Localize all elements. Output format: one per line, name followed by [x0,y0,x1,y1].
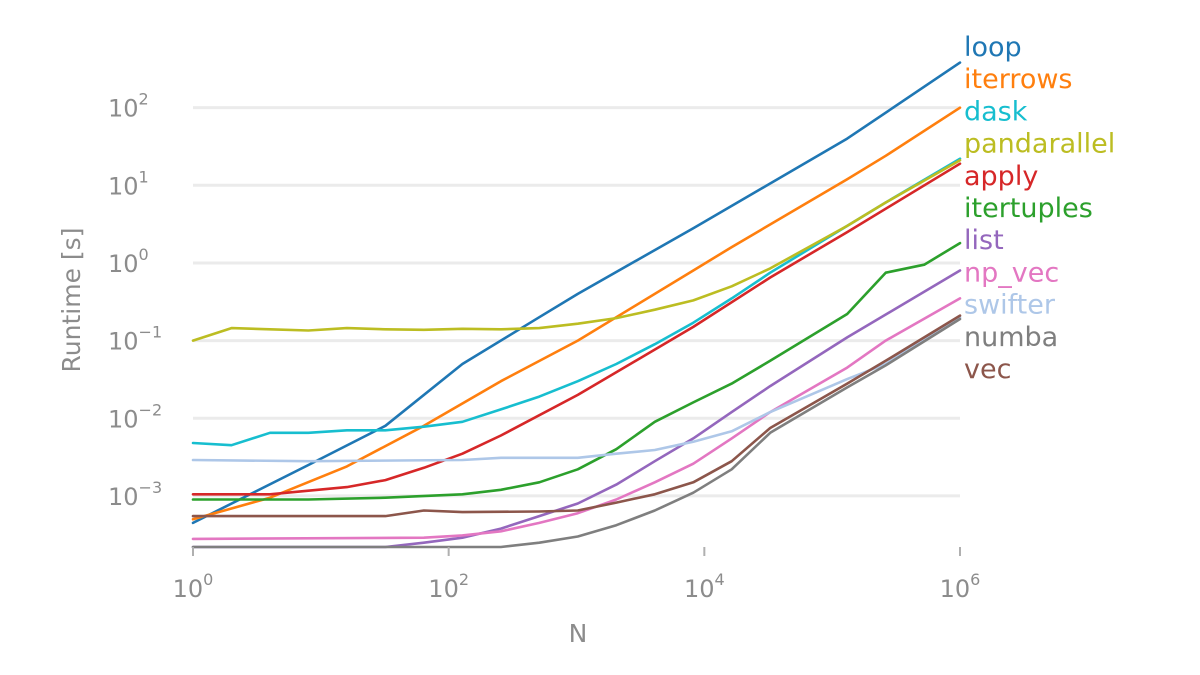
y-tick-exponent: −3 [139,478,163,497]
legend-label-loop: loop [964,32,1022,63]
y-tick-base: 10 [108,405,139,433]
x-tick-exponent: 0 [203,570,213,589]
y-tick-exponent: 1 [139,167,149,186]
series-line-loop [191,61,962,525]
y-tick-base: 10 [108,483,139,511]
y-tick-base: 10 [108,172,139,200]
y-tick-exponent: 0 [139,245,149,264]
y-tick-exponent: −2 [139,400,163,419]
legend-label-list: list [964,225,1004,256]
series-line-pandarallel [191,159,962,342]
y-tick-label: 102 [108,90,149,123]
x-tick-base: 10 [940,575,971,603]
series-lines [191,61,962,549]
legend-label-numba: numba [964,322,1058,353]
legend-label-swifter: swifter [964,290,1056,321]
legend-label-vec: vec [964,354,1011,385]
y-tick-base: 10 [108,95,139,123]
x-tick-exponent: 2 [459,570,469,589]
y-tick-label: 10−2 [108,400,162,433]
legend-label-apply: apply [964,161,1038,192]
series-line-vec [191,314,962,518]
legend-label-np-vec: np_vec [964,257,1059,288]
x-tick-label: 104 [684,570,725,603]
legend-label-pandarallel: pandarallel [964,129,1115,160]
x-tick-base: 10 [684,575,715,603]
series-line-itertuples [191,241,962,501]
series-line-np-vec [191,297,962,541]
y-tick-exponent: 2 [139,90,149,109]
legend-label-dask: dask [964,96,1028,127]
series-line-iterrows [191,106,962,521]
series-line-swifter [191,315,962,463]
legend-label-iterrows: iterrows [964,64,1073,95]
y-tick-exponent: −1 [139,323,163,342]
x-tick-base: 10 [173,575,204,603]
x-tick-label: 106 [940,570,981,603]
gridlines [193,106,960,498]
y-tick-label: 101 [108,167,149,200]
legend-labels: loopiterrowsdaskpandarallelapplyitertupl… [964,32,1115,385]
series-line-apply [191,162,962,496]
series-line-dask [191,157,962,447]
x-axis-ticks: 100 102 104 106 [173,547,981,603]
series-line-numba [191,317,962,549]
y-tick-label: 10−3 [108,478,162,511]
x-tick-base: 10 [428,575,459,603]
x-tick-exponent: 6 [970,570,980,589]
y-tick-base: 10 [108,250,139,278]
y-tick-base: 10 [108,328,139,356]
x-tick-label: 102 [428,570,469,603]
x-tick-label: 100 [173,570,214,603]
y-tick-label: 10−1 [108,323,162,356]
x-axis-title: N [569,619,588,648]
series-line-list [191,269,962,549]
y-axis-title: Runtime [s] [57,228,86,373]
y-tick-label: 100 [108,245,149,278]
x-tick-exponent: 4 [715,570,725,589]
legend-label-itertuples: itertuples [964,193,1093,224]
